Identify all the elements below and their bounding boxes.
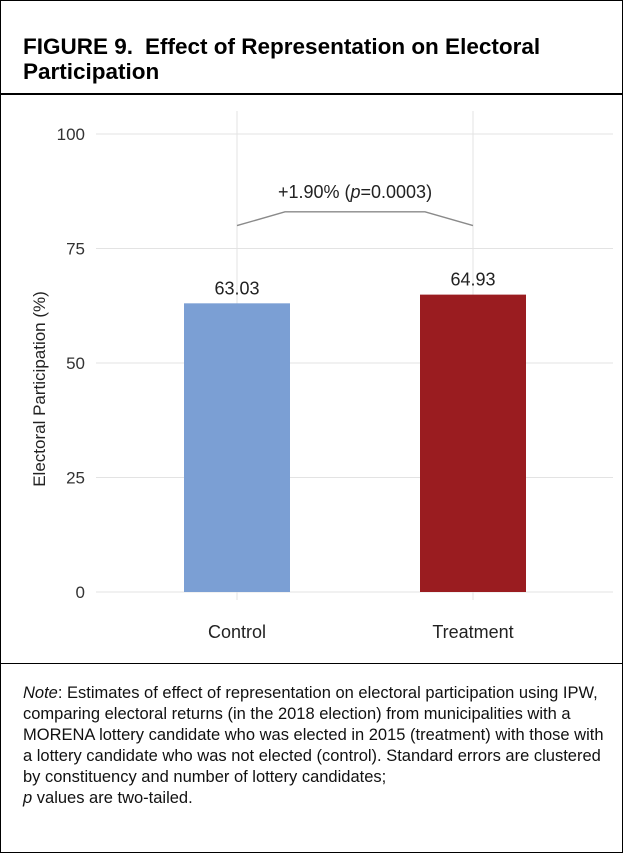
significance-bracket [236, 211, 474, 227]
figure-note: Note: Estimates of effect of representat… [23, 683, 613, 809]
axes: 0 25 50 75 100 Control Treatment [57, 125, 514, 642]
y-tick-label-0: 0 [76, 583, 85, 602]
y-axis-label: Electoral Participation (%) [30, 291, 49, 487]
figure-header: FIGURE 9. Effect of Representation on Ele… [1, 1, 622, 95]
annotation-p: p [349, 182, 360, 202]
value-label-control: 63.03 [214, 278, 259, 298]
y-tick-label-25: 25 [66, 469, 85, 488]
bar-chart: 63.03 64.93 0 25 50 75 100 Control Treatment +1… [30, 111, 613, 642]
y-tick-label-50: 50 [66, 354, 85, 373]
y-tick-label-100: 100 [57, 125, 85, 144]
annotation-prefix: +1.90% ( [278, 182, 351, 202]
note-body: : Estimates of effect of representation … [23, 684, 604, 786]
annotation-text: +1.90% (p=0.0003) [278, 182, 432, 202]
note-label: Note [23, 684, 58, 702]
note-p-symbol: p [23, 789, 33, 807]
bar-treatment [420, 294, 526, 592]
annotation-suffix: =0.0003) [361, 182, 433, 202]
figure-title-text: Effect of Representation on Electoral Pa… [23, 34, 541, 84]
figure-title: FIGURE 9. Effect of Representation on Ele… [23, 34, 583, 84]
note-divider [1, 663, 622, 664]
bar-control [184, 303, 290, 592]
figure-number: FIGURE 9. [23, 34, 134, 59]
value-label-treatment: 64.93 [450, 270, 495, 290]
x-tick-label-control: Control [208, 622, 266, 642]
bars: 63.03 64.93 [184, 270, 526, 592]
annotation: +1.90% (p=0.0003) [236, 182, 474, 227]
note-tail: values are two-tailed. [32, 789, 193, 807]
y-tick-label-75: 75 [66, 240, 85, 259]
x-tick-label-treatment: Treatment [432, 622, 513, 642]
